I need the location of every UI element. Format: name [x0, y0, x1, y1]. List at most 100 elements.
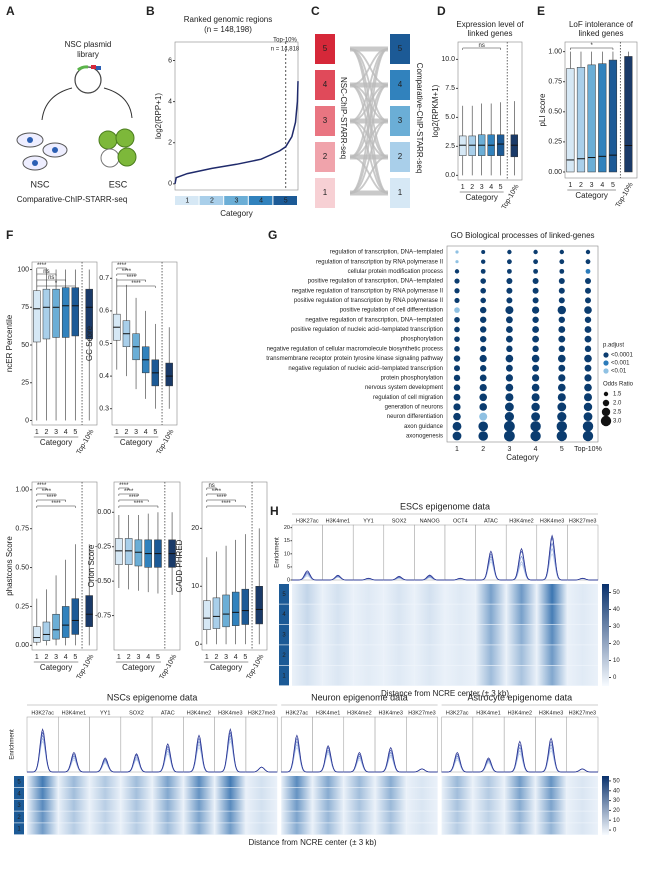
profile-frame [374, 716, 407, 773]
box [576, 67, 586, 173]
box [468, 135, 476, 156]
y-tick-label: 7.5 [445, 85, 455, 92]
y-axis-label: ncER Percentile [5, 314, 14, 372]
cell [98, 130, 118, 150]
category-bar [199, 196, 224, 205]
heat-cell [322, 604, 354, 625]
box [231, 591, 240, 626]
mark-label: H3K4me1 [326, 518, 350, 524]
profile-line [292, 570, 323, 581]
profile-frame [444, 524, 476, 581]
category-bar [175, 196, 199, 205]
go-term: phosphorylation [401, 337, 443, 343]
sig-label: **** [122, 269, 132, 275]
category-strip [279, 665, 289, 686]
profile-line [383, 575, 415, 581]
category-label: 5 [284, 197, 288, 204]
title: linked genes [468, 29, 513, 38]
left-category [315, 178, 335, 208]
plasmid-label: library [77, 50, 99, 59]
go-dot [532, 335, 539, 343]
heat-cell [183, 787, 215, 799]
heat-cell [566, 823, 598, 835]
mark-label: H3K27me3 [408, 710, 436, 716]
y-tick-label: 1.00 [15, 487, 29, 494]
frame [446, 245, 599, 443]
x-tick-label: 4 [234, 654, 238, 661]
right-category [390, 142, 410, 172]
sig-bracket [118, 499, 149, 502]
x-tick-label: 2 [579, 182, 583, 189]
heat-cell [383, 645, 415, 665]
ranked-curve [174, 81, 299, 184]
block-title: ESCs epigenome data [400, 501, 490, 511]
profile-line [506, 547, 537, 581]
go-dot [533, 259, 538, 265]
go-dot [532, 374, 540, 382]
legend-label: <0.0001 [611, 353, 634, 359]
go-dot [532, 278, 539, 285]
go-dot [454, 269, 460, 274]
legend-size [600, 415, 612, 427]
heat-cell [322, 624, 354, 645]
method-label: Comparative-ChIP-STARR-seq [17, 195, 128, 204]
go-dot [479, 403, 488, 411]
go-dot [480, 306, 487, 314]
x-tick-label: 5 [73, 654, 77, 661]
go-dot [557, 305, 566, 315]
box [241, 588, 250, 625]
y-tick-label: -0.25 [95, 544, 111, 551]
go-dot [559, 259, 565, 265]
heat-cell [566, 787, 598, 799]
heat-cell [89, 787, 121, 799]
heat-cell [445, 604, 476, 625]
heat-cell [292, 584, 323, 604]
heat-cell [343, 823, 376, 835]
heat-cell [27, 799, 59, 811]
heat-cell [353, 584, 384, 604]
frame [564, 41, 638, 179]
go-dot [585, 278, 591, 285]
heat-cell [120, 823, 153, 835]
y-tick-label: 0.25 [548, 139, 562, 146]
y-axis-label: Enrichment [10, 729, 16, 760]
heat-cell [89, 823, 121, 835]
box [598, 63, 607, 173]
profile-frame [245, 716, 278, 773]
x-tick-label: 1 [35, 654, 39, 661]
go-dot [505, 306, 514, 315]
sig-bracket [116, 285, 156, 288]
go-dot [585, 249, 591, 255]
go-dot [480, 268, 486, 274]
sig-label: **** [124, 489, 134, 495]
box [124, 538, 133, 565]
x-tick-label: 2 [481, 446, 485, 453]
profile-line [245, 766, 278, 773]
title: GO Biological processes of linked-genes [450, 231, 594, 240]
flow [349, 48, 389, 194]
heat-cell [343, 787, 376, 799]
heat-cell [27, 776, 59, 788]
sig-label: **** [51, 501, 61, 507]
category-strip [279, 604, 289, 625]
box [52, 613, 60, 640]
x-axis-label: Category [40, 438, 72, 447]
heat-cell [566, 776, 598, 788]
x-tick-label: 1 [115, 429, 119, 436]
y-tick-label: 4 [168, 98, 172, 105]
go-term: regulation of cell migration [373, 395, 443, 401]
mark-label: H3K27ac [296, 518, 319, 524]
heat-cell [472, 811, 505, 823]
go-dot [557, 393, 566, 402]
mark-label: H3K27ac [286, 710, 309, 716]
x-tick-label: 2 [470, 184, 474, 191]
go-dot [504, 412, 514, 422]
profile-line [406, 768, 438, 773]
go-dot [453, 412, 461, 421]
heat-cell [152, 823, 184, 835]
heat-cell [414, 604, 445, 625]
y-tick-label: 25 [21, 380, 29, 387]
profile-frame [505, 524, 538, 581]
heat-cell [445, 584, 476, 604]
heat-cell [506, 584, 537, 604]
